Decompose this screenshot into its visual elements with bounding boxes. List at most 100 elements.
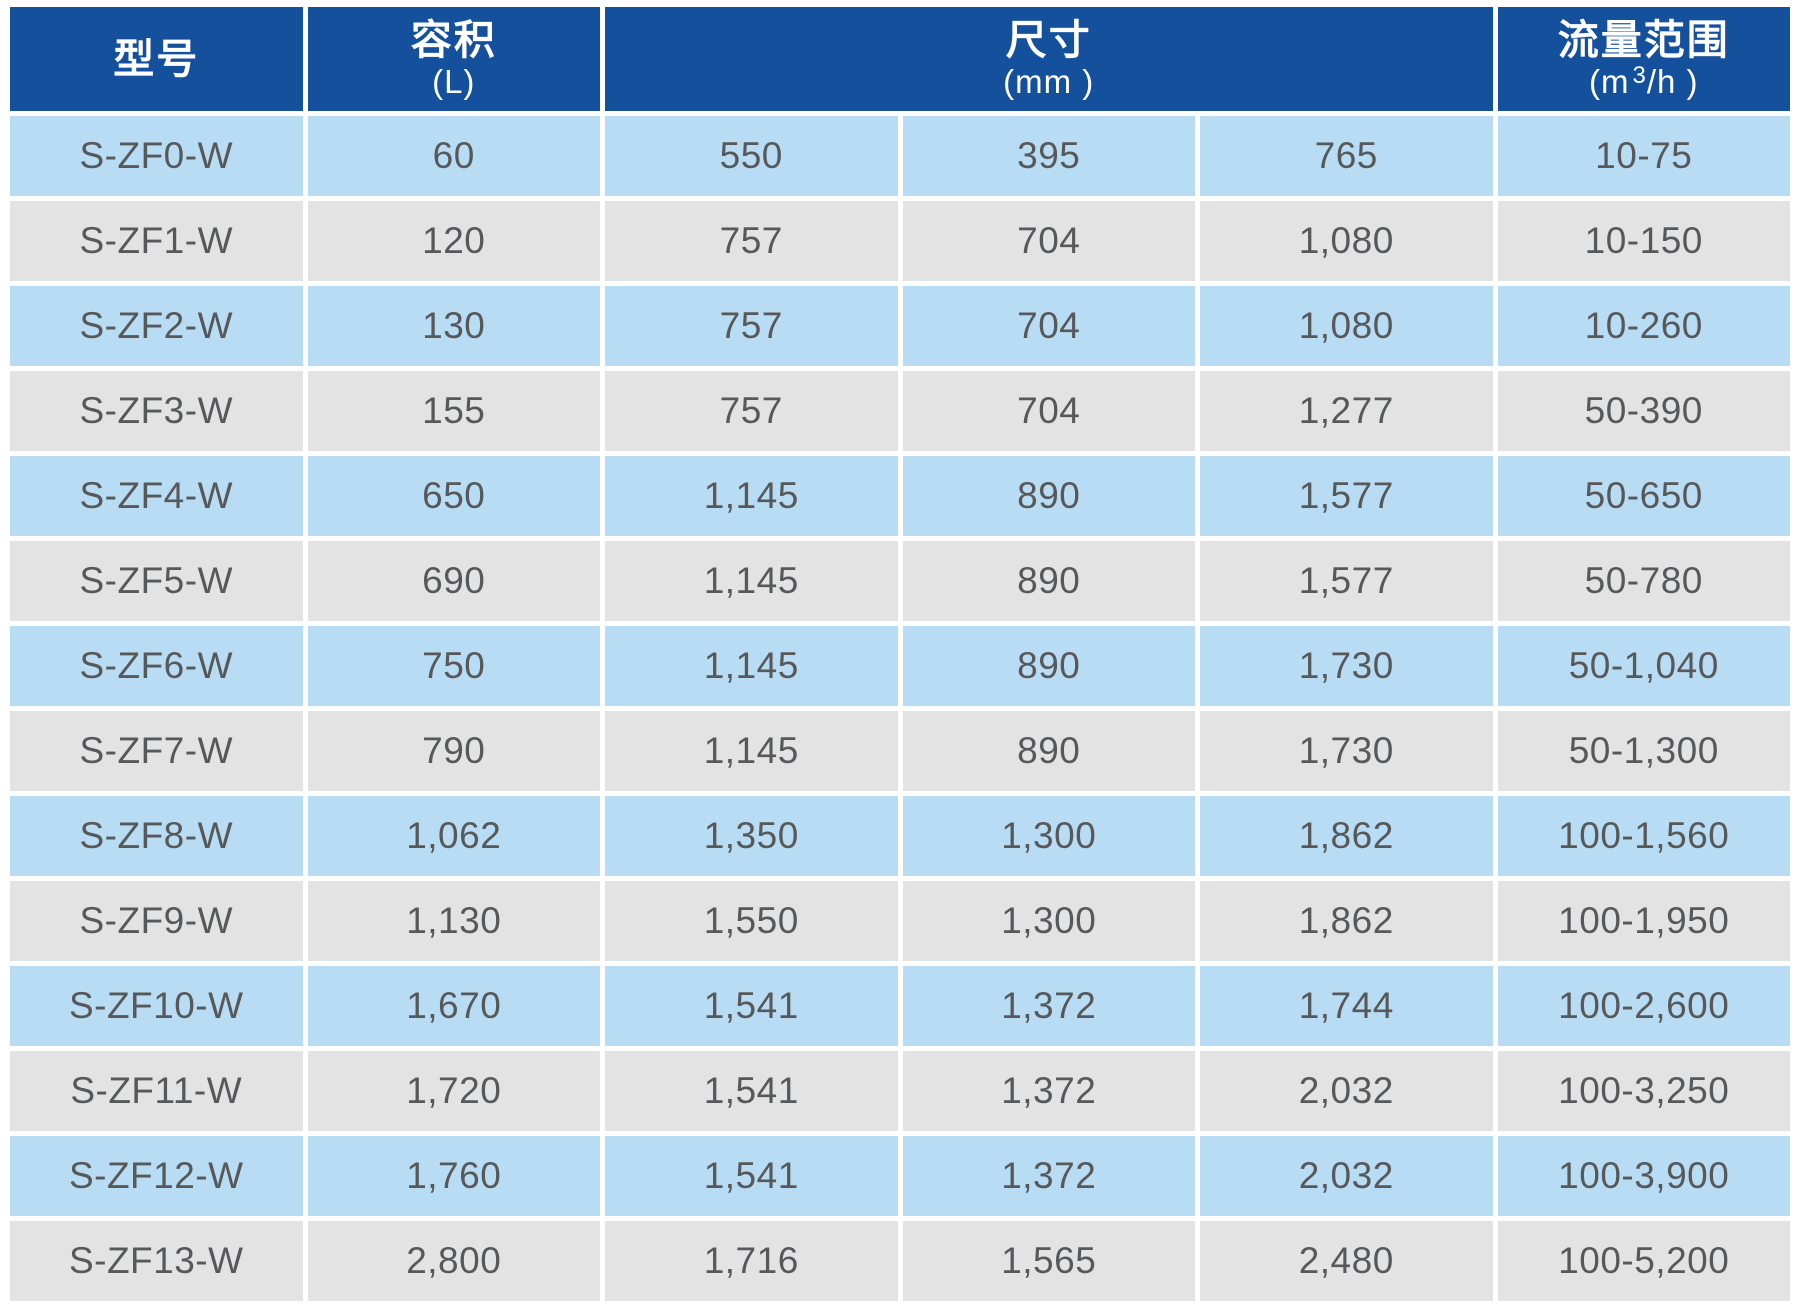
- table-header: 型号 容积 (L) 尺寸 (mm ) 流量范围 (m 3/h ): [10, 7, 1790, 111]
- cell-dim-height: 1,744: [1200, 966, 1493, 1046]
- cell-dim-width: 1,145: [605, 541, 898, 621]
- cell-dim-depth: 890: [902, 711, 1195, 791]
- cell-dim-height: 1,730: [1200, 711, 1493, 791]
- cell-flow-range: 10-150: [1497, 201, 1790, 281]
- table-row: S-ZF10-W 1,670 1,541 1,372 1,744 100-2,600: [10, 966, 1790, 1046]
- cell-model: S-ZF7-W: [10, 711, 303, 791]
- cell-model: S-ZF11-W: [10, 1051, 303, 1131]
- cell-flow-range: 100-3,900: [1497, 1136, 1790, 1216]
- cell-capacity: 155: [307, 371, 600, 451]
- cell-model: S-ZF8-W: [10, 796, 303, 876]
- cell-model: S-ZF12-W: [10, 1136, 303, 1216]
- table-row: S-ZF5-W 690 1,145 890 1,577 50-780: [10, 541, 1790, 621]
- cell-flow-range: 100-3,250: [1497, 1051, 1790, 1131]
- cell-dim-width: 1,145: [605, 711, 898, 791]
- cell-capacity: 1,720: [307, 1051, 600, 1131]
- cell-capacity: 1,670: [307, 966, 600, 1046]
- col-header-model: 型号: [10, 7, 303, 111]
- table-row: S-ZF12-W 1,760 1,541 1,372 2,032 100-3,900: [10, 1136, 1790, 1216]
- cell-dim-width: 1,541: [605, 1051, 898, 1131]
- table-row: S-ZF4-W 650 1,145 890 1,577 50-650: [10, 456, 1790, 536]
- table-row: S-ZF7-W 790 1,145 890 1,730 50-1,300: [10, 711, 1790, 791]
- cell-dim-depth: 704: [902, 371, 1195, 451]
- dimensions-header-label: 尺寸: [1005, 17, 1092, 63]
- cell-model: S-ZF1-W: [10, 201, 303, 281]
- cell-flow-range: 100-5,200: [1497, 1221, 1790, 1301]
- flow-unit-prefix: (m: [1588, 63, 1630, 100]
- capacity-header-unit: (L): [432, 63, 476, 100]
- cell-dim-height: 1,577: [1200, 541, 1493, 621]
- header-row: 型号 容积 (L) 尺寸 (mm ) 流量范围 (m 3/h ): [10, 7, 1790, 111]
- product-spec-table: 型号 容积 (L) 尺寸 (mm ) 流量范围 (m 3/h ) S-ZF0-W 6…: [5, 2, 1795, 1306]
- cell-flow-range: 50-390: [1497, 371, 1790, 451]
- table-row: S-ZF2-W 130 757 704 1,080 10-260: [10, 286, 1790, 366]
- table-row: S-ZF6-W 750 1,145 890 1,730 50-1,040: [10, 626, 1790, 706]
- cell-capacity: 60: [307, 116, 600, 196]
- cell-flow-range: 10-260: [1497, 286, 1790, 366]
- cell-capacity: 750: [307, 626, 600, 706]
- cell-dim-height: 2,480: [1200, 1221, 1493, 1301]
- cell-dim-height: 1,577: [1200, 456, 1493, 536]
- capacity-header-label: 容积: [410, 17, 497, 63]
- cell-model: S-ZF6-W: [10, 626, 303, 706]
- cell-capacity: 790: [307, 711, 600, 791]
- table-row: S-ZF3-W 155 757 704 1,277 50-390: [10, 371, 1790, 451]
- table-row: S-ZF1-W 120 757 704 1,080 10-150: [10, 201, 1790, 281]
- col-header-flow-range: 流量范围 (m 3/h ): [1497, 7, 1791, 111]
- flow-unit-superscript: 3: [1632, 62, 1647, 89]
- cell-capacity: 1,760: [307, 1136, 600, 1216]
- cell-dim-depth: 395: [902, 116, 1195, 196]
- cell-dim-depth: 890: [902, 456, 1195, 536]
- cell-flow-range: 50-1,300: [1497, 711, 1790, 791]
- cell-dim-width: 1,716: [605, 1221, 898, 1301]
- cell-model: S-ZF13-W: [10, 1221, 303, 1301]
- table-row: S-ZF11-W 1,720 1,541 1,372 2,032 100-3,250: [10, 1051, 1790, 1131]
- cell-dim-height: 2,032: [1200, 1051, 1493, 1131]
- cell-dim-width: 757: [605, 201, 898, 281]
- flow-range-header-unit: (m 3/h ): [1498, 63, 1791, 101]
- col-header-capacity: 容积 (L): [307, 7, 600, 111]
- cell-dim-width: 1,350: [605, 796, 898, 876]
- cell-dim-width: 550: [605, 116, 898, 196]
- cell-capacity: 690: [307, 541, 600, 621]
- cell-dim-height: 1,080: [1200, 201, 1493, 281]
- cell-dim-width: 1,145: [605, 626, 898, 706]
- cell-dim-height: 2,032: [1200, 1136, 1493, 1216]
- cell-dim-depth: 704: [902, 201, 1195, 281]
- cell-dim-height: 1,862: [1200, 796, 1493, 876]
- cell-dim-width: 1,550: [605, 881, 898, 961]
- cell-model: S-ZF4-W: [10, 456, 303, 536]
- cell-capacity: 1,062: [307, 796, 600, 876]
- cell-capacity: 2,800: [307, 1221, 600, 1301]
- cell-dim-height: 1,277: [1200, 371, 1493, 451]
- cell-flow-range: 50-1,040: [1497, 626, 1790, 706]
- flow-range-header-label: 流量范围: [1557, 17, 1730, 63]
- cell-dim-depth: 890: [902, 541, 1195, 621]
- cell-dim-height: 1,730: [1200, 626, 1493, 706]
- cell-dim-width: 1,145: [605, 456, 898, 536]
- cell-model: S-ZF9-W: [10, 881, 303, 961]
- cell-dim-width: 1,541: [605, 966, 898, 1046]
- cell-flow-range: 100-1,560: [1497, 796, 1790, 876]
- cell-dim-width: 757: [605, 286, 898, 366]
- cell-dim-height: 1,080: [1200, 286, 1493, 366]
- cell-dim-depth: 890: [902, 626, 1195, 706]
- cell-dim-depth: 1,372: [902, 1051, 1195, 1131]
- cell-model: S-ZF10-W: [10, 966, 303, 1046]
- col-header-dimensions: 尺寸 (mm ): [605, 7, 1493, 111]
- cell-capacity: 650: [307, 456, 600, 536]
- cell-flow-range: 10-75: [1497, 116, 1790, 196]
- table-row: S-ZF8-W 1,062 1,350 1,300 1,862 100-1,560: [10, 796, 1790, 876]
- cell-dim-height: 765: [1200, 116, 1493, 196]
- cell-model: S-ZF5-W: [10, 541, 303, 621]
- table-row: S-ZF9-W 1,130 1,550 1,300 1,862 100-1,950: [10, 881, 1790, 961]
- table-body: S-ZF0-W 60 550 395 765 10-75 S-ZF1-W 120 757 704 1…: [10, 116, 1790, 1301]
- table-row: S-ZF0-W 60 550 395 765 10-75: [10, 116, 1790, 196]
- dimensions-header-unit: (mm ): [1003, 63, 1095, 100]
- cell-model: S-ZF3-W: [10, 371, 303, 451]
- cell-flow-range: 50-780: [1497, 541, 1790, 621]
- cell-model: S-ZF2-W: [10, 286, 303, 366]
- cell-capacity: 1,130: [307, 881, 600, 961]
- cell-capacity: 130: [307, 286, 600, 366]
